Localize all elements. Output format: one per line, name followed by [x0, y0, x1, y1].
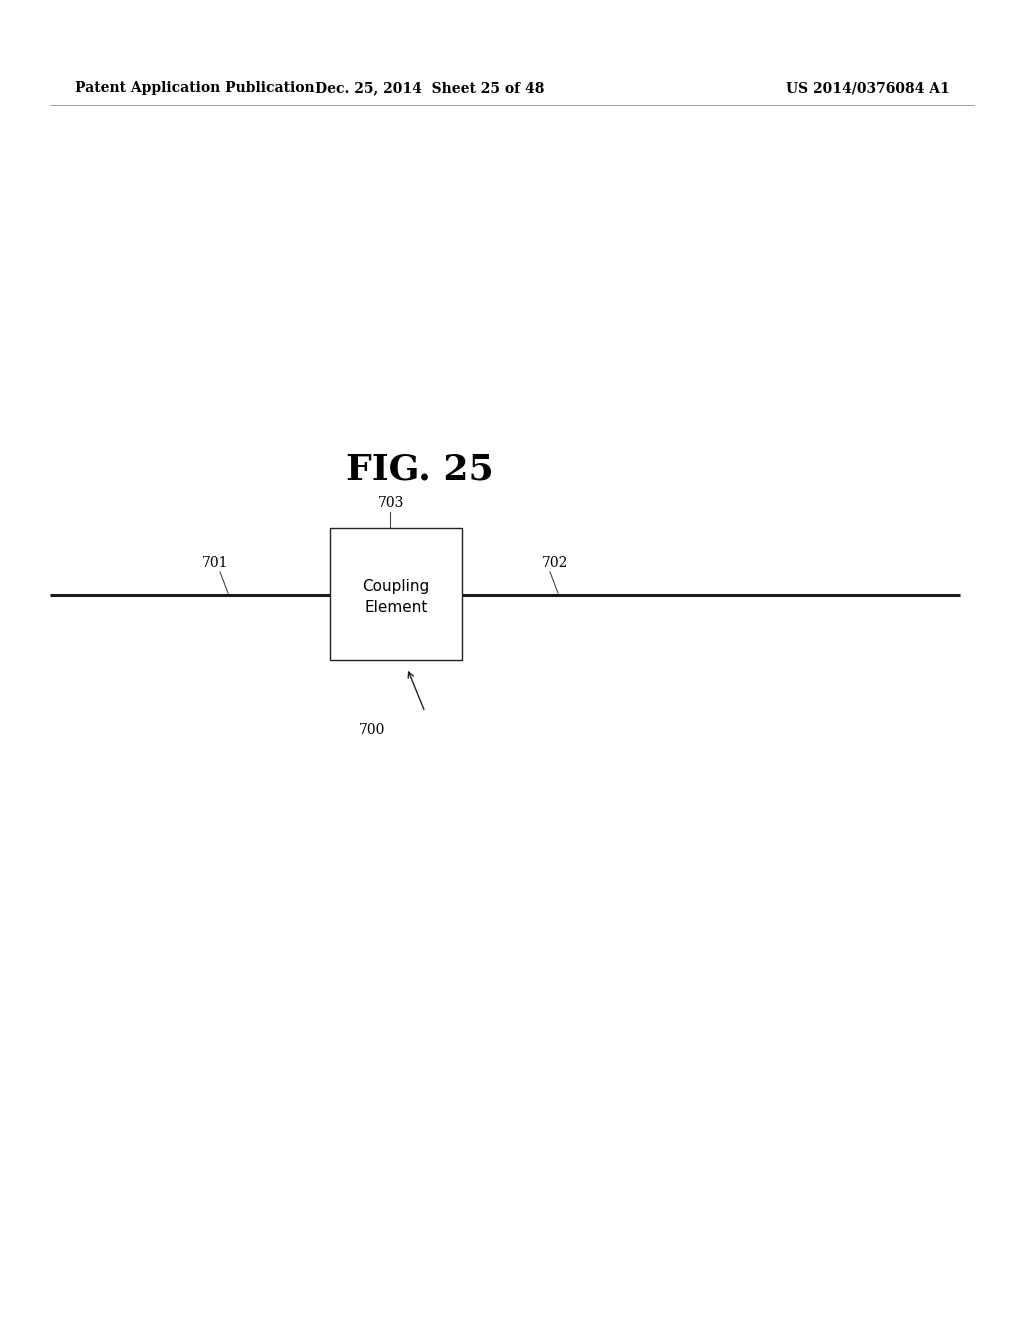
- Text: FIG. 25: FIG. 25: [346, 453, 494, 487]
- Text: 702: 702: [542, 556, 568, 570]
- Text: 703: 703: [378, 496, 404, 510]
- Text: Coupling: Coupling: [362, 578, 430, 594]
- Text: US 2014/0376084 A1: US 2014/0376084 A1: [786, 81, 950, 95]
- Bar: [330, 528, 462, 660]
- Text: 700: 700: [358, 723, 385, 737]
- Text: Patent Application Publication: Patent Application Publication: [75, 81, 314, 95]
- Text: 701: 701: [202, 556, 228, 570]
- Text: Element: Element: [365, 599, 428, 615]
- Text: Dec. 25, 2014  Sheet 25 of 48: Dec. 25, 2014 Sheet 25 of 48: [315, 81, 545, 95]
